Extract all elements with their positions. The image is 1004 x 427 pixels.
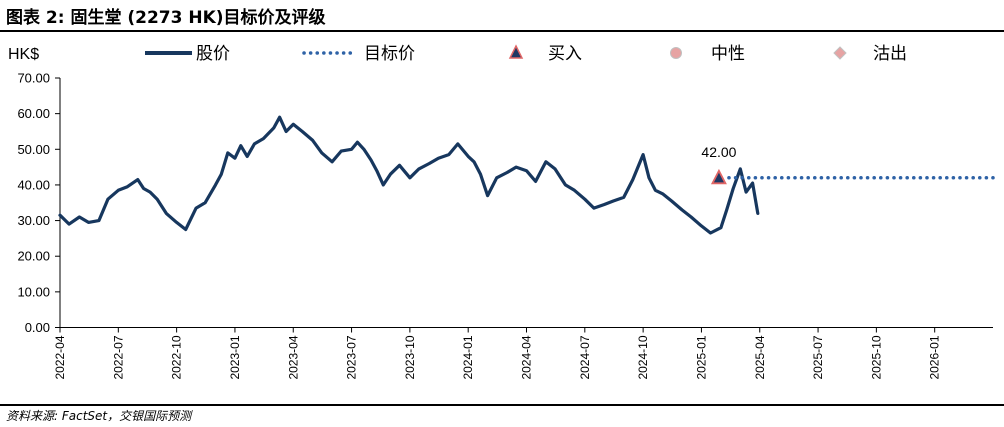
y-tick-label: 20.00 [17,249,50,264]
x-tick-label: 2024-10 [636,335,650,379]
y-tick-label: 70.00 [17,71,50,86]
x-tick-label: 2022-04 [53,335,67,379]
x-tick-label: 2024-07 [578,335,592,379]
price-target-chart: HK$ 股价 目标价 买入 中性 沽出 0.00 10.00 20.00 30.00 4… [8,44,995,380]
circle-icon [670,47,682,59]
x-tick-label: 2022-07 [111,335,125,379]
x-tick-label: 2025-07 [811,335,825,379]
title-divider [0,30,1004,32]
source-note: 资料来源: FactSet，交银国际预测 [6,409,192,423]
marker-layer: 42.00 [701,144,737,185]
x-tick-label: 2024-01 [461,335,475,379]
legend-sell-label: 沽出 [873,44,907,64]
x-tick-label: 2023-10 [403,335,417,379]
y-tick-group: 0.00 10.00 20.00 30.00 40.00 50.00 60.00 70.00 [17,71,60,335]
x-tick-label: 2023-07 [345,335,359,379]
diamond-icon [833,46,847,60]
x-tick-label: 2026-01 [928,335,942,379]
target-price-annotation: 42.00 [701,144,736,160]
legend-neutral-label: 中性 [711,44,745,64]
legend: HK$ 股价 目标价 买入 中性 沽出 [8,44,907,64]
y-tick-label: 30.00 [17,213,50,228]
x-tick-label: 2025-10 [869,335,883,379]
x-tick-label: 2023-01 [228,335,242,379]
y-tick-label: 10.00 [17,284,50,299]
footer-divider [0,404,1004,406]
x-tick-label: 2023-04 [286,335,300,379]
series-layer [58,115,995,235]
x-tick-label: 2022-10 [170,335,184,379]
x-tick-label: 2024-04 [520,335,534,379]
y-tick-label: 50.00 [17,142,50,157]
y-tick-label: 60.00 [17,106,50,121]
y-tick-label: 0.00 [25,320,50,335]
x-tick-label: 2025-04 [753,335,767,379]
x-tick-group: 2022-04 2022-07 2022-10 2023-01 2023-04 2023-… [53,327,942,380]
triangle-icon [508,44,524,59]
legend-price-label: 股价 [196,44,230,64]
price-series-line [58,115,760,235]
x-tick-label: 2025-01 [694,335,708,379]
y-tick-label: 40.00 [17,177,50,192]
chart-title: 图表 2: 固生堂 (2273 HK)目标价及评级 [6,8,326,28]
unit-label: HK$ [8,46,39,63]
legend-buy-label: 买入 [548,44,582,64]
legend-target-label: 目标价 [364,44,415,64]
buy-rating-marker [710,168,727,185]
